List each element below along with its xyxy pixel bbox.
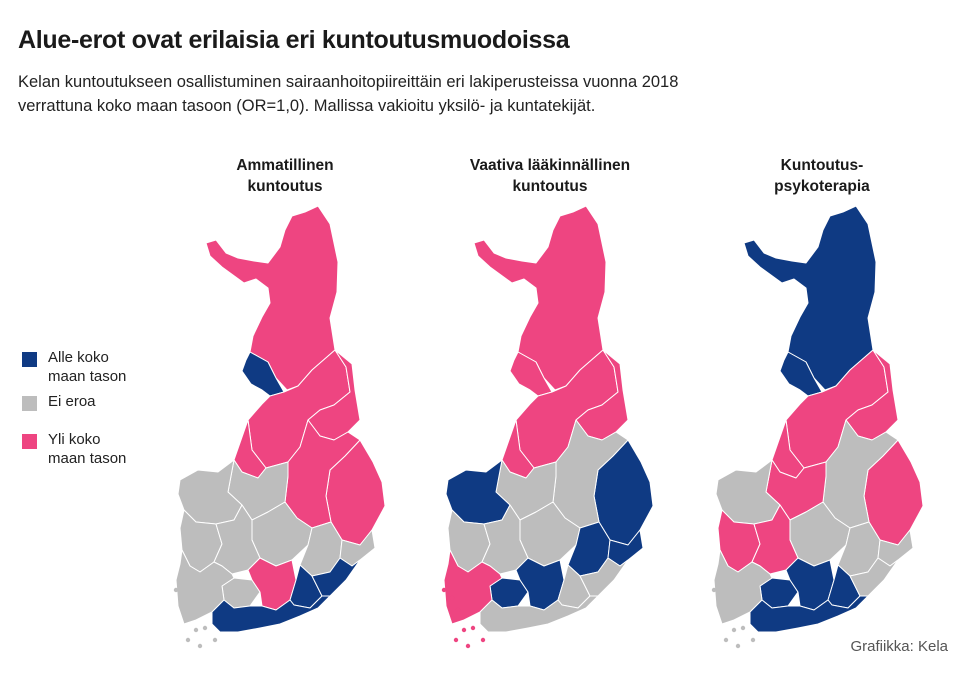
archipelago-island (750, 637, 756, 643)
legend-swatch-equal (22, 396, 37, 411)
map-title-ammatillinen: Ammatillinen kuntoutus (165, 155, 405, 197)
archipelago-island (441, 587, 447, 593)
archipelago-island (465, 643, 471, 649)
map-title-line-1: Kuntoutus- (780, 157, 864, 174)
archipelago-island (173, 587, 179, 593)
region-lappi (743, 205, 877, 391)
region-lappi (205, 205, 339, 391)
archipelago-island (187, 607, 193, 613)
legend-label-below: Alle koko maan tason (48, 349, 127, 385)
legend-label-equal: Ei eroa (48, 393, 96, 410)
archipelago-island (181, 595, 187, 601)
archipelago-island (461, 627, 467, 633)
map-psykoterapia (711, 205, 924, 649)
region-varsinais-suomi (713, 549, 773, 625)
map-title-line-2: psykoterapia (774, 178, 870, 195)
region-lappi (473, 205, 607, 391)
chart-title: Alue-erot ovat erilaisia eri kuntoutusmu… (18, 26, 570, 54)
archipelago-island (453, 637, 459, 643)
map-title-psykoterapia: Kuntoutus- psykoterapia (702, 155, 942, 197)
archipelago-island (740, 625, 746, 631)
legend-label-above: Yli koko maan tason (48, 431, 127, 467)
region-hus (479, 595, 599, 633)
region-lansi-pohja (509, 351, 553, 397)
region-varsinais-suomi (175, 549, 235, 625)
map-title-line-1: Vaativa lääkinnällinen (469, 157, 631, 174)
archipelago-island (723, 637, 729, 643)
archipelago-island (711, 587, 717, 593)
region-hus (749, 595, 869, 633)
legend-swatch-above (22, 434, 37, 449)
archipelago-island (719, 595, 725, 601)
map-ammatillinen (173, 205, 386, 649)
map-title-vaativa: Vaativa lääkinnällinen kuntoutus (430, 155, 670, 197)
region-hus (211, 595, 331, 633)
archipelago-island (449, 595, 455, 601)
archipelago-island (725, 607, 731, 613)
archipelago-island (455, 607, 461, 613)
legend-swatch-below (22, 352, 37, 367)
archipelago-island (193, 627, 199, 633)
region-lansi-pohja (779, 351, 823, 397)
subtitle-line-2: verrattuna koko maan tasoon (OR=1,0). Ma… (18, 97, 596, 115)
subtitle-line-1: Kelan kuntoutukseen osallistuminen saira… (18, 73, 679, 91)
archipelago-island (470, 625, 476, 631)
map-title-line-1: Ammatillinen (236, 157, 334, 174)
archipelago-island (212, 637, 218, 643)
archipelago-island (185, 637, 191, 643)
region-varsinais-suomi (443, 549, 503, 625)
region-lansi-pohja (241, 351, 285, 397)
chart-subtitle: Kelan kuntoutukseen osallistuminen saira… (18, 70, 718, 118)
archipelago-island (202, 625, 208, 631)
archipelago-island (197, 643, 203, 649)
archipelago-island (735, 643, 741, 649)
archipelago-island (731, 627, 737, 633)
map-title-line-2: kuntoutus (247, 178, 323, 195)
map-vaativa (441, 205, 654, 649)
credit: Grafiikka: Kela (850, 638, 948, 655)
archipelago-island (480, 637, 486, 643)
map-title-line-2: kuntoutus (512, 178, 588, 195)
